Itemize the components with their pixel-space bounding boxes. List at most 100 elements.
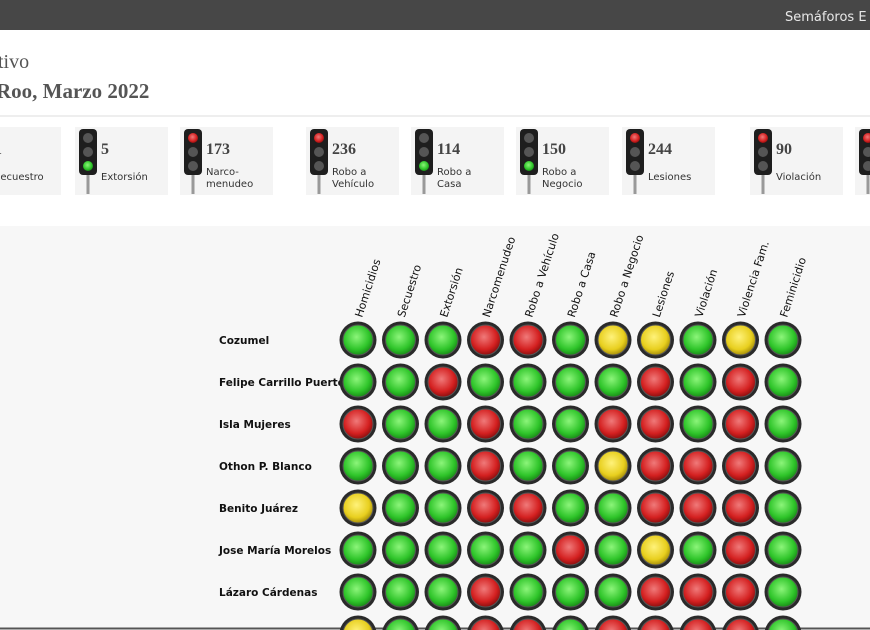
light-bulb xyxy=(758,161,768,171)
status-light xyxy=(512,366,544,398)
light-bulb xyxy=(524,133,534,143)
status-light xyxy=(682,324,714,356)
status-light xyxy=(682,366,714,398)
status-light xyxy=(470,534,501,566)
light-bulb xyxy=(863,161,870,171)
status-light xyxy=(640,534,671,566)
status-light xyxy=(512,450,544,482)
status-light xyxy=(555,492,586,524)
light-bulb xyxy=(188,147,198,157)
row-name: Benito Juárez xyxy=(219,503,298,515)
status-light xyxy=(342,324,374,356)
status-light xyxy=(428,618,458,630)
status-light xyxy=(597,366,629,398)
status-light xyxy=(725,576,756,608)
status-light xyxy=(427,534,459,566)
light-bulb xyxy=(863,147,870,157)
summary-value: 114 xyxy=(437,141,460,158)
summary-label: Robo a xyxy=(437,167,471,178)
light-bulb xyxy=(630,133,640,143)
status-light xyxy=(427,450,459,482)
status-light xyxy=(640,366,671,398)
status-light xyxy=(427,366,459,398)
light-bulb xyxy=(83,133,93,143)
status-light xyxy=(385,492,416,524)
light-bulb xyxy=(314,147,324,157)
status-light xyxy=(470,366,501,398)
summary-label: menudeo xyxy=(206,179,253,190)
summary-value: 5 xyxy=(101,141,109,158)
summary-label: Lesiones xyxy=(648,172,691,183)
status-light xyxy=(640,618,671,630)
light-bulb xyxy=(83,161,93,171)
status-light xyxy=(682,576,714,608)
summary-label: Robo a xyxy=(542,167,576,178)
status-light xyxy=(682,450,714,482)
summary-label: Violación xyxy=(776,171,821,183)
summary-label: Negocio xyxy=(542,179,583,190)
summary-label: Robo a xyxy=(332,167,366,178)
page-subtitle: tivo xyxy=(0,51,29,73)
status-light xyxy=(342,408,374,440)
status-light xyxy=(385,366,416,398)
status-light xyxy=(725,324,756,356)
top-bar-title[interactable]: Semáforos E xyxy=(785,10,867,25)
status-light xyxy=(470,618,501,630)
status-light xyxy=(640,576,671,608)
status-light xyxy=(682,492,714,524)
status-light xyxy=(512,576,544,608)
summary-value: 90 xyxy=(776,141,792,158)
row-name: Cozumel xyxy=(219,335,269,347)
status-light xyxy=(597,576,629,608)
status-light xyxy=(725,534,756,566)
status-light xyxy=(427,324,459,356)
summary-value: 173 xyxy=(206,141,230,158)
status-light xyxy=(555,366,586,398)
status-light xyxy=(342,534,374,566)
status-light xyxy=(427,492,459,524)
summary-label: Casa xyxy=(437,179,461,190)
row-name: Lázaro Cárdenas xyxy=(219,587,317,599)
light-bulb xyxy=(419,147,429,157)
summary-label: Vehículo xyxy=(332,178,374,190)
light-bulb xyxy=(314,161,324,171)
page-title: Roo, Marzo 2022 xyxy=(0,79,149,103)
status-light xyxy=(725,366,756,398)
light-bulb xyxy=(630,147,640,157)
status-light xyxy=(597,492,629,524)
summary-value: 236 xyxy=(332,141,356,158)
status-light xyxy=(767,366,799,398)
status-light xyxy=(555,450,586,482)
status-light xyxy=(427,408,459,440)
light-bulb xyxy=(863,133,870,143)
status-light xyxy=(767,534,799,566)
status-light xyxy=(555,576,586,608)
status-light xyxy=(470,408,501,440)
light-bulb xyxy=(314,133,324,143)
row-name: Isla Mujeres xyxy=(219,419,291,431)
status-light xyxy=(682,534,714,566)
status-light xyxy=(513,618,543,630)
status-light xyxy=(597,450,629,482)
light-bulb xyxy=(758,133,768,143)
status-light xyxy=(640,324,671,356)
status-light xyxy=(725,408,756,440)
top-bar xyxy=(0,0,870,30)
status-light xyxy=(342,450,374,482)
summary-label: Narco- xyxy=(206,167,239,178)
status-light xyxy=(342,492,374,524)
summary-value: 1 xyxy=(0,141,2,158)
status-light xyxy=(767,324,799,356)
row-name: Felipe Carrillo Puerto xyxy=(219,377,345,389)
status-light xyxy=(470,492,501,524)
summary-label: Extorsión xyxy=(101,171,148,183)
status-light xyxy=(385,408,416,440)
status-light xyxy=(768,618,798,630)
status-light xyxy=(342,366,374,398)
light-bulb xyxy=(524,147,534,157)
status-light xyxy=(597,408,629,440)
status-light xyxy=(512,408,544,440)
status-light xyxy=(385,450,416,482)
status-light xyxy=(597,534,629,566)
